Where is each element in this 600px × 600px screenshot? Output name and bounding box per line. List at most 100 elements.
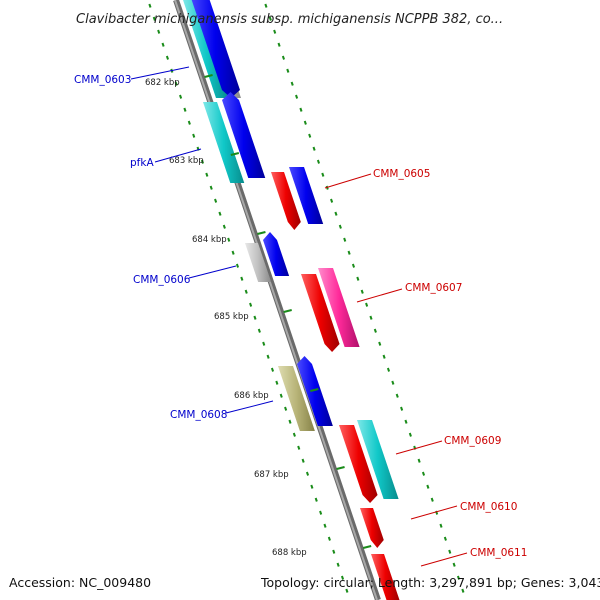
kbp-label: 685 kbp xyxy=(214,312,249,322)
kbp-label: 684 kbp xyxy=(192,235,227,245)
tick-dot xyxy=(461,588,465,593)
genome-summary-text: Topology: circular; Length: 3,297,891 bp… xyxy=(260,575,600,590)
left-tick-rail xyxy=(148,3,349,593)
tick-dot xyxy=(430,497,434,502)
tick-dot xyxy=(351,263,356,268)
tick-dot xyxy=(209,185,213,190)
tick-dot xyxy=(314,497,318,502)
cds-cmm-0608-blue[interactable] xyxy=(297,356,333,426)
cds-cmm-0605-red[interactable] xyxy=(271,172,301,230)
gene-label-cmm-0603[interactable]: CMM_0603 xyxy=(74,74,131,86)
cds-cmm-0608-olive[interactable] xyxy=(278,366,315,431)
leader-line xyxy=(130,66,190,80)
tick-dot xyxy=(327,536,331,541)
tick-dot xyxy=(299,107,303,112)
gene-label-cmm-0611[interactable]: CMM_0611 xyxy=(470,547,527,559)
kbp-tick xyxy=(283,309,292,313)
gene-label-cmm-0607[interactable]: CMM_0607 xyxy=(405,282,462,294)
gene-label-cmm-0609[interactable]: CMM_0609 xyxy=(444,435,501,447)
tick-dot xyxy=(214,198,218,203)
tick-dot xyxy=(316,159,321,164)
leader-line xyxy=(395,440,443,455)
kbp-tick xyxy=(310,388,319,392)
tick-dot xyxy=(336,562,340,567)
tick-dot xyxy=(268,16,272,21)
tick-dot xyxy=(319,510,323,515)
leader-line xyxy=(356,288,403,303)
cds-cmm-0610-red[interactable] xyxy=(360,508,384,548)
tick-dot xyxy=(192,133,196,138)
tick-dot xyxy=(360,289,364,294)
tick-dot xyxy=(161,42,165,47)
tick-dot xyxy=(448,549,452,554)
kbp-major-ticks xyxy=(204,74,372,549)
tick-dot xyxy=(456,575,461,580)
cds-cmm-0609-red[interactable] xyxy=(339,425,378,503)
cds-cmm-0606-grey[interactable] xyxy=(245,243,272,282)
cds-cmm-0607-red[interactable] xyxy=(301,274,340,352)
cds-cmm-0606-blue[interactable] xyxy=(263,232,290,276)
tick-dot xyxy=(288,419,292,424)
tick-dot xyxy=(347,250,351,255)
tick-dot xyxy=(277,42,281,47)
tick-dot xyxy=(200,159,205,164)
cds-cmm-0607-pink[interactable] xyxy=(318,268,360,347)
tick-dot xyxy=(308,133,312,138)
tick-dot xyxy=(338,224,342,229)
tick-dot xyxy=(286,68,290,73)
tick-dot xyxy=(332,549,336,554)
tick-dot xyxy=(266,354,270,359)
tick-dot xyxy=(295,94,299,99)
tick-dot xyxy=(292,432,296,437)
tick-dot xyxy=(235,263,240,268)
tick-dot xyxy=(408,432,412,437)
tick-dot xyxy=(382,354,386,359)
gene-label-cmm-0610[interactable]: CMM_0610 xyxy=(460,501,517,513)
tick-dot xyxy=(310,484,314,489)
tick-dot xyxy=(157,29,161,34)
kbp-label: 687 kbp xyxy=(254,470,289,480)
tick-dot xyxy=(378,341,382,346)
tick-dot xyxy=(301,458,305,463)
tick-dot xyxy=(330,198,334,203)
cds-pfka-cyan[interactable] xyxy=(203,102,245,183)
tick-dot xyxy=(249,302,253,307)
tick-dot xyxy=(262,341,266,346)
tick-dot xyxy=(395,393,399,398)
kbp-label: 686 kbp xyxy=(234,391,269,401)
gene-label-cmm-0606[interactable]: CMM_0606 xyxy=(133,274,191,286)
tick-dot xyxy=(439,523,443,528)
tick-dot xyxy=(284,406,288,411)
tick-dot xyxy=(340,575,345,580)
cds-cmm-0605-blue[interactable] xyxy=(289,167,324,224)
kbp-tick xyxy=(257,231,266,235)
tick-dot xyxy=(231,250,235,255)
tick-dot xyxy=(244,289,248,294)
tick-dot xyxy=(227,237,231,242)
tick-dot xyxy=(421,471,426,476)
cds-cmm-0611-red[interactable] xyxy=(371,554,400,600)
tick-dot xyxy=(334,211,338,216)
kbp-labels: 682 kbp 683 kbp 684 kbp 685 kbp 686 kbp … xyxy=(145,78,307,558)
tick-dot xyxy=(273,29,277,34)
cds-cmm-0609-cyan[interactable] xyxy=(357,420,399,499)
tick-dot xyxy=(312,146,316,151)
right-tick-rail xyxy=(264,3,465,593)
tick-dot xyxy=(183,107,187,112)
cds-pfka-blue[interactable] xyxy=(222,92,266,178)
cds-cmm-0603-blue[interactable] xyxy=(190,0,240,98)
tick-dot xyxy=(404,419,408,424)
gene-label-cmm-0605[interactable]: CMM_0605 xyxy=(373,168,430,180)
tick-dot xyxy=(281,55,285,60)
gene-label-cmm-0608[interactable]: CMM_0608 xyxy=(170,409,227,421)
tick-dot xyxy=(369,315,373,320)
tick-dot xyxy=(400,406,404,411)
tick-dot xyxy=(391,380,395,385)
kbp-tick xyxy=(230,152,240,156)
tick-dot xyxy=(426,484,430,489)
tick-dot xyxy=(356,276,360,281)
tick-dot xyxy=(222,224,226,229)
gene-label-pfka[interactable]: pfkA xyxy=(130,157,154,169)
leader-line xyxy=(188,265,237,279)
